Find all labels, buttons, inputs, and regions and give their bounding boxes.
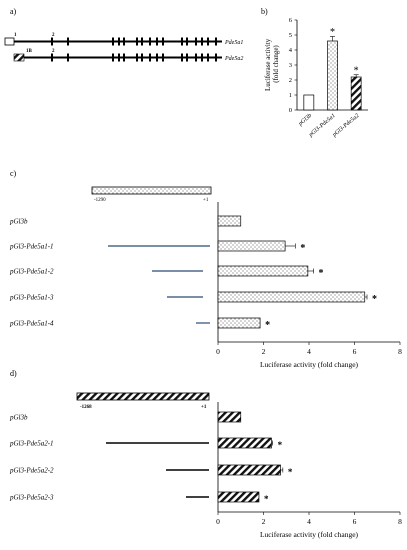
gene-pde5a1-structure: 1 2 Pde5a1 xyxy=(4,33,243,46)
exon-1-box xyxy=(4,37,15,46)
panel-d-fragments xyxy=(106,442,209,498)
gene-name: Pde5a1 xyxy=(224,40,243,46)
bar xyxy=(303,94,315,111)
panel-d-label: d) xyxy=(10,369,17,378)
x-tick-label: 4 xyxy=(307,347,311,356)
panel-d-bars: pGl3b pGl3-Pde5a2-1 * pGl3-Pde5a2-2 * pGl3-Pd… xyxy=(9,411,293,504)
bar xyxy=(217,240,286,252)
y-tick-label: 6 xyxy=(289,17,293,24)
promoter-start-label: -1268 xyxy=(80,405,92,410)
significance-star: * xyxy=(300,243,305,254)
y-tick-label: 0 xyxy=(289,107,292,114)
bar xyxy=(350,76,362,111)
bar xyxy=(327,40,338,111)
significance-star: * xyxy=(330,27,335,38)
x-tick-label: 8 xyxy=(398,347,402,356)
x-tick-label: 8 xyxy=(398,517,402,526)
x-axis-label: Luciferase activity (fold change) xyxy=(260,360,359,369)
x-tick-label: pGl3b xyxy=(297,113,313,128)
bar xyxy=(217,291,366,303)
significance-star: * xyxy=(288,467,293,477)
category-label: pGl3-Pde5a2-2 xyxy=(9,467,54,475)
panel-b-label: b) xyxy=(261,7,268,16)
x-tick-label: 0 xyxy=(216,517,220,526)
promoter-region-box xyxy=(76,392,210,401)
panel-a: a) 1 2 Pde5a1 1B 2 xyxy=(4,7,243,62)
panel-b-bars: pGl3b*pGl3-Pde5a1*pGl3-Pde5a2 xyxy=(297,27,362,139)
bar xyxy=(217,265,309,277)
y-axis-label: Luciferase activity (fold change) xyxy=(264,37,280,91)
bar xyxy=(217,317,261,329)
category-label: pGl3b xyxy=(9,218,28,226)
x-tick-label: 6 xyxy=(353,347,357,356)
panel-c-fragments xyxy=(108,245,210,324)
exon-number: 1 xyxy=(14,33,17,38)
promoter-end-label: +1 xyxy=(203,198,209,203)
y-axis-label-line: (fold change) xyxy=(272,45,280,83)
bar xyxy=(217,464,281,476)
panel-c: c) -1290 +1 0 2 4 6 8 Luciferase activity (fo… xyxy=(9,169,402,369)
x-tick-label: 2 xyxy=(262,517,266,526)
y-tick-label: 5 xyxy=(289,32,292,39)
panel-c-axes: 0 2 4 6 8 Luciferase activity (fold change) xyxy=(216,202,402,369)
bar xyxy=(217,437,272,449)
y-tick-label: 4 xyxy=(289,47,293,54)
gene-name: Pde5a2 xyxy=(224,56,243,62)
exon-number: 2 xyxy=(52,33,55,38)
promoter-region-box xyxy=(91,186,212,195)
x-tick-label: 6 xyxy=(353,517,357,526)
bar xyxy=(217,491,260,503)
panel-c-label: c) xyxy=(10,169,17,178)
exon-number: 1B xyxy=(26,49,33,54)
significance-star: * xyxy=(278,440,283,450)
y-tick-label: 2 xyxy=(289,77,292,84)
x-tick-label: 2 xyxy=(262,347,266,356)
y-tick-label: 1 xyxy=(289,92,292,99)
promoter-start-label: -1290 xyxy=(94,198,106,203)
category-label: pGl3-Pde5a1-2 xyxy=(9,268,54,276)
significance-star: * xyxy=(319,268,324,279)
bar xyxy=(217,215,242,227)
category-label: pGl3-Pde5a2-3 xyxy=(9,494,54,502)
y-axis-label-line: Luciferase activity xyxy=(264,38,272,91)
category-label: pGl3-Pde5a1-4 xyxy=(9,320,54,328)
x-tick-label: 0 xyxy=(216,347,220,356)
exon-number: 2 xyxy=(52,49,55,54)
significance-star: * xyxy=(372,294,377,305)
gene-pde5a2-structure: 1B 2 Pde5a2 xyxy=(13,49,243,62)
x-axis-label: Luciferase activity (fold change) xyxy=(260,530,359,539)
panel-b: b) Luciferase activity (fold change) 0 1 2… xyxy=(261,7,368,139)
panel-a-label: a) xyxy=(10,7,17,16)
x-tick-label: 4 xyxy=(307,517,311,526)
panel-d: d) -1268 +1 0 2 4 6 8 Luciferase activity (fo… xyxy=(9,369,402,539)
category-label: pGl3-Pde5a2-1 xyxy=(9,440,54,448)
significance-star: * xyxy=(265,320,270,331)
promoter-end-label: +1 xyxy=(201,405,207,410)
category-label: pGl3b xyxy=(9,414,28,422)
significance-star: * xyxy=(264,494,269,504)
category-label: pGl3-Pde5a1-3 xyxy=(9,294,54,302)
category-label: pGl3-Pde5a1-1 xyxy=(9,243,54,251)
panel-c-bars: pGl3b pGl3-Pde5a1-1 * pGl3-Pde5a1-2 * pGl3-Pd… xyxy=(9,215,377,331)
bar xyxy=(217,411,242,423)
y-tick-label: 3 xyxy=(289,62,292,69)
significance-star: * xyxy=(354,65,359,76)
exon-1b-box xyxy=(13,53,25,62)
panel-d-axes: 0 2 4 6 8 Luciferase activity (fold change) xyxy=(216,402,402,539)
